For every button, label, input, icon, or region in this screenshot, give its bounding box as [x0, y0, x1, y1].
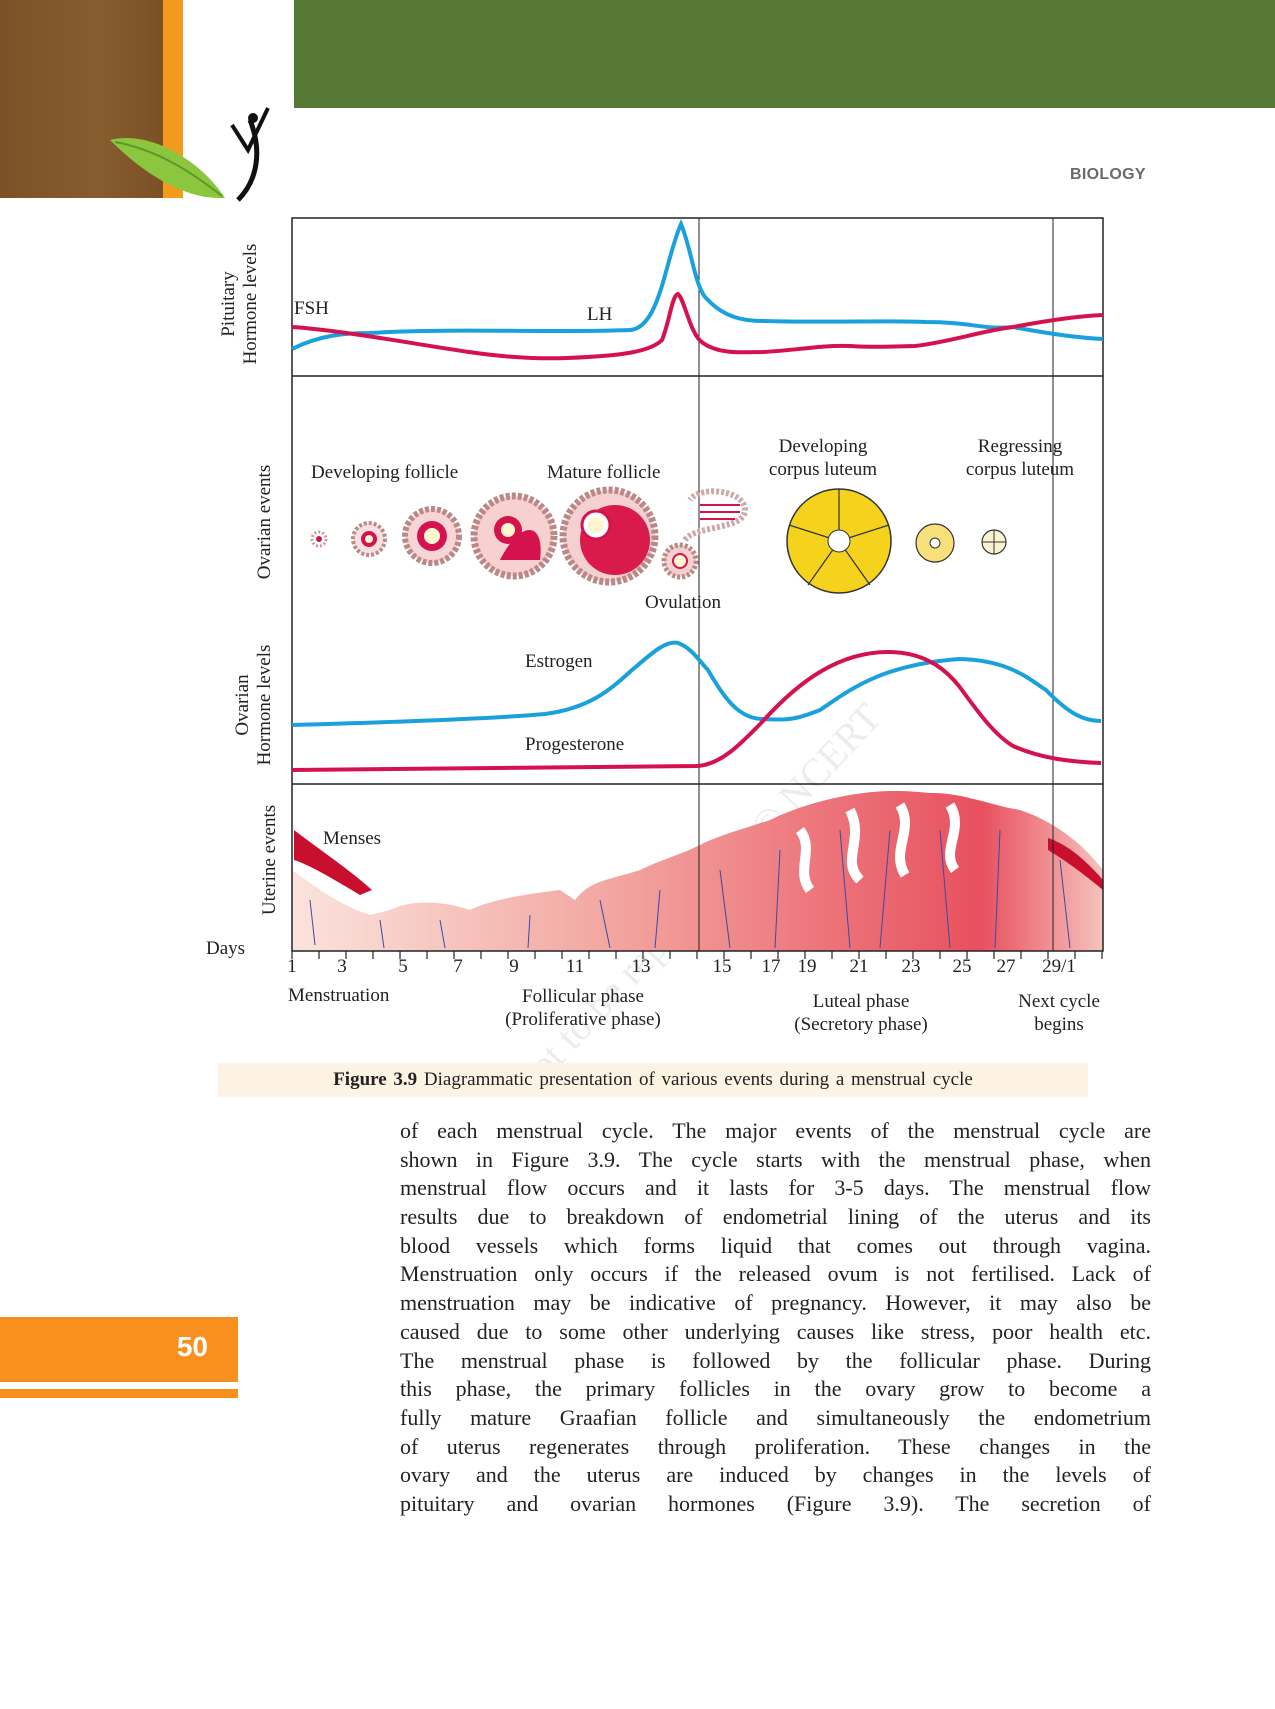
body-line: blood vessels which forms liquid that co…: [400, 1232, 1151, 1258]
day-tick-19: 19: [797, 956, 817, 977]
uterine-glands: [795, 802, 960, 893]
ovulated-oocyte: [661, 488, 749, 580]
ovulation-label: Ovulation: [645, 592, 721, 613]
page-number-underline: [0, 1389, 238, 1398]
uterine-events-label: Uterine events: [259, 804, 280, 916]
developing-follicle-label: Developing follicle: [311, 462, 459, 483]
estrogen-curve: [291, 640, 1102, 727]
caption-text: Diagrammatic presentation of various eve…: [423, 1069, 973, 1090]
next-cycle-label: Next cycle begins: [1018, 991, 1100, 1035]
mature-follicle-label: Mature follicle: [547, 462, 661, 483]
day-tick-marks: [291, 951, 1103, 959]
body-line: pituitary and ovarian hormones (Figure 3…: [400, 1490, 1151, 1516]
day-tick-5: 5: [398, 956, 408, 977]
lh-curve: [291, 218, 1104, 351]
developing-corpus-luteum: [786, 488, 892, 594]
day-tick-7: 7: [453, 956, 463, 977]
uterine-endometrium: [292, 790, 1103, 951]
body-line: caused due to some other underlying caus…: [400, 1318, 1151, 1344]
page-number-box: 50: [0, 1317, 238, 1382]
regressing-corpus-luteum-2: [981, 529, 1007, 555]
body-line: fully mature Graafian follicle and simul…: [400, 1404, 1151, 1430]
body-paragraph: of each menstrual cycle. The major event…: [400, 1117, 1151, 1519]
day-tick-29/1: 29/1: [1042, 956, 1076, 977]
body-line: menstruation may be indicative of pregna…: [400, 1290, 1151, 1316]
fsh-label: FSH: [294, 298, 329, 319]
page-number: 50: [176, 1331, 208, 1362]
day-tick-1: 1: [287, 956, 297, 977]
follicles: [310, 486, 1007, 594]
body-line: ovary and the uterus are induced by chan…: [400, 1462, 1151, 1488]
day-tick-11: 11: [565, 956, 585, 977]
follicular-phase-label: Follicular phase (Proliferative phase): [505, 986, 661, 1030]
follicle-1: [310, 530, 328, 548]
day-tick-17: 17: [761, 956, 781, 977]
body-line: this phase, the primary follicles in the…: [400, 1376, 1151, 1402]
follicle-2: [351, 521, 387, 557]
header-green-band: [294, 0, 1275, 108]
ovarian-hormone-panel-label: Ovarian Hormone levels: [232, 644, 275, 766]
body-line: shown in Figure 3.9. The cycle starts wi…: [400, 1146, 1151, 1172]
ovarian-events-label: Ovarian events: [254, 464, 275, 580]
day-tick-21: 21: [849, 956, 869, 977]
developing-corpus-luteum-label: Developing corpus luteum: [768, 436, 878, 480]
body-line: The menstrual phase is followed by the f…: [400, 1347, 1151, 1373]
header-brown-band: [0, 0, 163, 198]
regressing-corpus-luteum-1: [915, 523, 955, 563]
menses-flow: [294, 830, 372, 895]
day-tick-9: 9: [509, 956, 519, 977]
estrogen-label: Estrogen: [525, 651, 593, 672]
day-tick-23: 23: [901, 956, 921, 977]
menses-flow-next: [1048, 838, 1103, 890]
luteal-phase-label: Luteal phase (Secretory phase): [794, 991, 928, 1035]
figure-caption: Figure 3.9 Diagrammatic presentation of …: [218, 1063, 1088, 1097]
fsh-curve: [291, 291, 1104, 361]
day-tick-27: 27: [996, 956, 1016, 977]
mature-follicle: [559, 486, 659, 586]
progesterone-label: Progesterone: [525, 734, 625, 755]
body-line: of uterus regenerates through proliferat…: [400, 1433, 1151, 1459]
follicle-3: [402, 506, 462, 566]
subject-header: BIOLOGY: [1070, 166, 1146, 183]
menstruation-phase-label: Menstruation: [288, 985, 390, 1006]
day-tick-13: 13: [631, 956, 651, 977]
body-line: menstrual flow occurs and it lasts for 3…: [400, 1175, 1151, 1201]
body-line: results due to breakdown of endometrial …: [400, 1204, 1151, 1230]
menstrual-cycle-figure: [291, 217, 1104, 959]
days-label: Days: [206, 938, 246, 959]
day-tick-15: 15: [712, 956, 732, 977]
body-line: Menstruation only occurs if the released…: [400, 1261, 1151, 1287]
lh-label: LH: [587, 304, 613, 325]
blood-vessels: [309, 829, 1071, 949]
follicle-4: [470, 492, 558, 580]
caption-number: Figure 3.9: [333, 1069, 418, 1090]
leaf-figure-logo: [110, 107, 270, 202]
progesterone-curve: [291, 649, 1102, 772]
day-tick-25: 25: [952, 956, 972, 977]
body-line: of each menstrual cycle. The major event…: [400, 1118, 1151, 1143]
menses-label: Menses: [323, 828, 382, 849]
regressing-corpus-luteum-label: Regressing corpus luteum: [965, 436, 1075, 480]
day-tick-3: 3: [337, 956, 347, 977]
pituitary-panel-label: Pituitary Hormone levels: [218, 243, 261, 365]
